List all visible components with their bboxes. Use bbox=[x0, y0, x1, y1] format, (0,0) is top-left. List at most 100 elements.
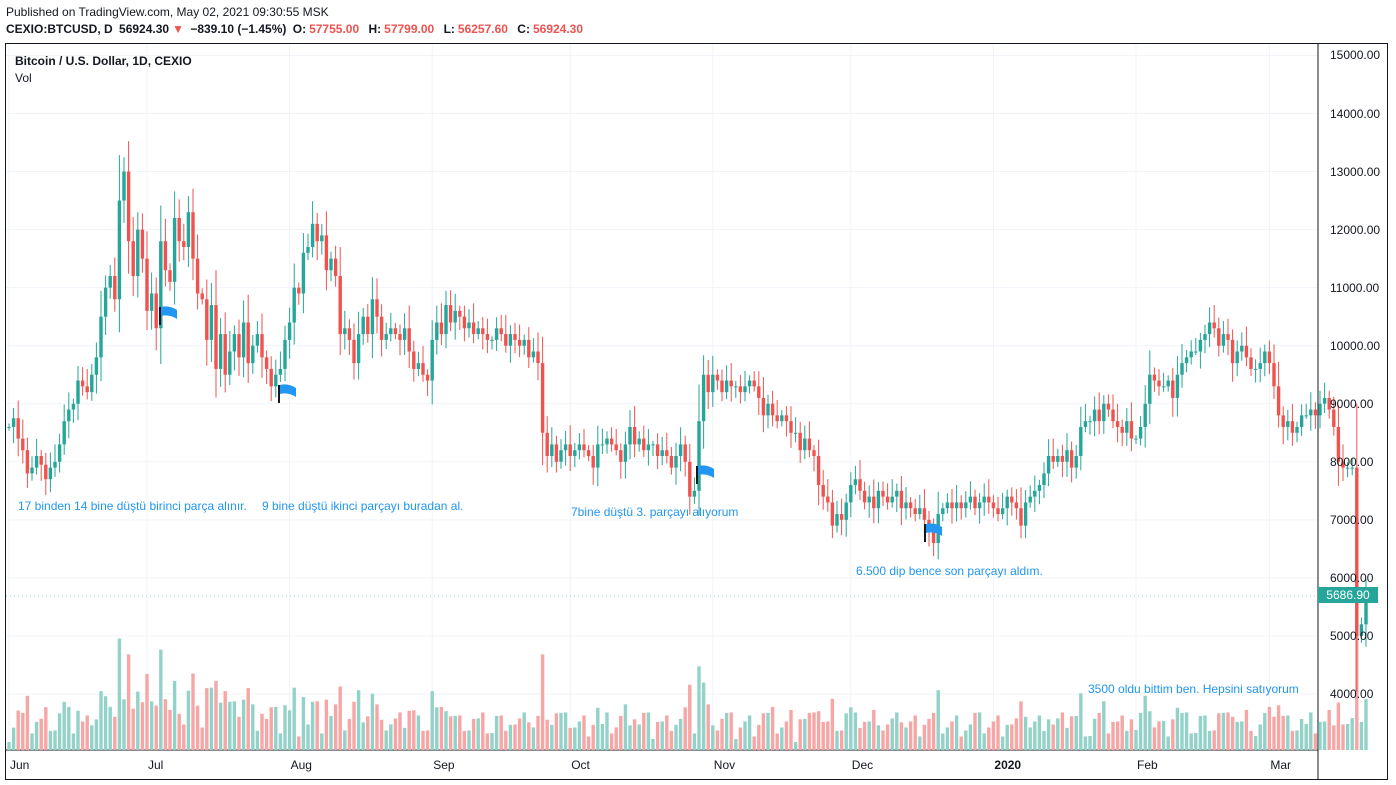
volume-bar bbox=[467, 730, 471, 750]
volume-bar bbox=[1313, 733, 1318, 750]
volume-bar bbox=[361, 722, 365, 750]
volume-bar bbox=[1051, 724, 1055, 750]
candle-body bbox=[402, 328, 407, 340]
annotation-note-2[interactable]: 9 bine düştü ikinci parçayı buradan al. bbox=[262, 499, 464, 513]
annotation-note-3[interactable]: 7bine düştü 3. parçayı alıyorum bbox=[571, 505, 739, 519]
candle-body bbox=[1258, 363, 1262, 369]
volume-bar bbox=[228, 701, 232, 750]
candle-body bbox=[71, 403, 76, 410]
candle-body bbox=[1023, 502, 1028, 526]
candle-body bbox=[1092, 409, 1097, 422]
volume-bar bbox=[7, 742, 11, 750]
volume-bar bbox=[30, 733, 34, 750]
candle-body bbox=[370, 299, 375, 335]
volume-bar bbox=[209, 687, 214, 750]
candle-body bbox=[890, 496, 894, 503]
volume-bar bbox=[407, 710, 411, 750]
candle-body bbox=[1281, 415, 1285, 427]
candle-body bbox=[1171, 380, 1175, 398]
candle-body bbox=[632, 426, 637, 445]
volume-bar bbox=[586, 736, 591, 750]
volume-bar bbox=[168, 709, 172, 750]
candle-body bbox=[444, 305, 448, 335]
candle-body bbox=[582, 444, 586, 451]
volume-bar bbox=[522, 712, 526, 750]
volume-bar bbox=[1203, 715, 1207, 750]
candle-body bbox=[1046, 455, 1051, 474]
candle-body bbox=[950, 502, 954, 509]
candle-body bbox=[683, 444, 687, 462]
candle-body bbox=[918, 508, 922, 515]
volume-bar bbox=[1152, 727, 1157, 750]
candle-body bbox=[614, 444, 618, 451]
candle-body bbox=[738, 386, 743, 393]
candle-body bbox=[761, 397, 766, 416]
candle-body bbox=[973, 496, 977, 509]
candle-body bbox=[1014, 502, 1019, 509]
candle-body bbox=[798, 432, 802, 451]
volume-bar bbox=[278, 733, 283, 750]
volume-bar bbox=[108, 706, 112, 750]
candle-body bbox=[1028, 496, 1032, 503]
candle-body bbox=[310, 223, 315, 248]
volume-bar bbox=[890, 718, 894, 750]
flag-marker bbox=[926, 523, 942, 536]
annotation-note-1[interactable]: 17 binden 14 bine düştü birinci parça al… bbox=[18, 499, 247, 513]
candle-body bbox=[1203, 334, 1207, 340]
volume-bar bbox=[1014, 718, 1019, 750]
volume-bar bbox=[1171, 719, 1175, 750]
volume-bar bbox=[338, 686, 342, 750]
volume-bar bbox=[941, 733, 945, 750]
volume-bar bbox=[504, 730, 508, 750]
volume-bar bbox=[798, 719, 802, 750]
volume-bar bbox=[1157, 721, 1161, 750]
candle-body bbox=[237, 334, 241, 358]
candle-body bbox=[1364, 595, 1368, 625]
candle-body bbox=[131, 241, 135, 277]
candle-body bbox=[959, 502, 963, 509]
annotation-note-4[interactable]: 6.500 dip bence son parçayı aldım. bbox=[856, 564, 1043, 578]
high-value: 57799.00 bbox=[384, 22, 435, 36]
volume-bar bbox=[366, 716, 370, 750]
volume-bar bbox=[651, 739, 655, 750]
volume-bar bbox=[1267, 706, 1272, 750]
candle-body bbox=[48, 467, 53, 480]
volume-bar bbox=[200, 727, 204, 750]
ohlc-line: CEXIO:BTCUSD, D 56924.30 ▼ −839.10 (−1.45… bbox=[6, 22, 589, 36]
candle-body bbox=[485, 334, 490, 340]
volume-bar bbox=[839, 730, 844, 750]
volume-bar bbox=[25, 695, 30, 750]
volume-bar bbox=[85, 715, 89, 750]
volume-bar bbox=[954, 715, 959, 750]
x-tick-label: Aug bbox=[290, 758, 312, 772]
volume-bar bbox=[844, 713, 848, 750]
volume-bar bbox=[849, 707, 853, 750]
volume-bar bbox=[1079, 693, 1083, 750]
volume-bar bbox=[177, 713, 181, 750]
candle-body bbox=[1019, 508, 1023, 526]
candle-body bbox=[1166, 380, 1170, 387]
volume-bar bbox=[476, 718, 480, 750]
candle-body bbox=[1106, 403, 1111, 410]
candle-body bbox=[182, 241, 186, 248]
x-tick-label: Oct bbox=[571, 758, 590, 772]
candle-body bbox=[554, 444, 559, 462]
candle-body bbox=[1249, 357, 1253, 369]
volume-bar bbox=[720, 718, 724, 750]
candle-body bbox=[90, 374, 94, 393]
candle-body bbox=[149, 293, 154, 311]
volume-bar bbox=[1272, 716, 1276, 750]
volume-bar bbox=[582, 715, 586, 750]
annotation-note-5[interactable]: 3500 oldu bittim ben. Hepsini satıyorum bbox=[1088, 682, 1299, 696]
candle-body bbox=[545, 432, 549, 456]
candle-body bbox=[292, 287, 296, 323]
volume-bar bbox=[1318, 721, 1322, 750]
volume-bar bbox=[389, 724, 393, 750]
x-tick-label: Jul bbox=[148, 758, 164, 772]
volume-bar bbox=[1005, 724, 1009, 750]
candle-body bbox=[711, 374, 715, 393]
volume-bar bbox=[711, 725, 715, 750]
candle-body bbox=[1332, 409, 1336, 427]
volume-bar bbox=[821, 721, 825, 750]
